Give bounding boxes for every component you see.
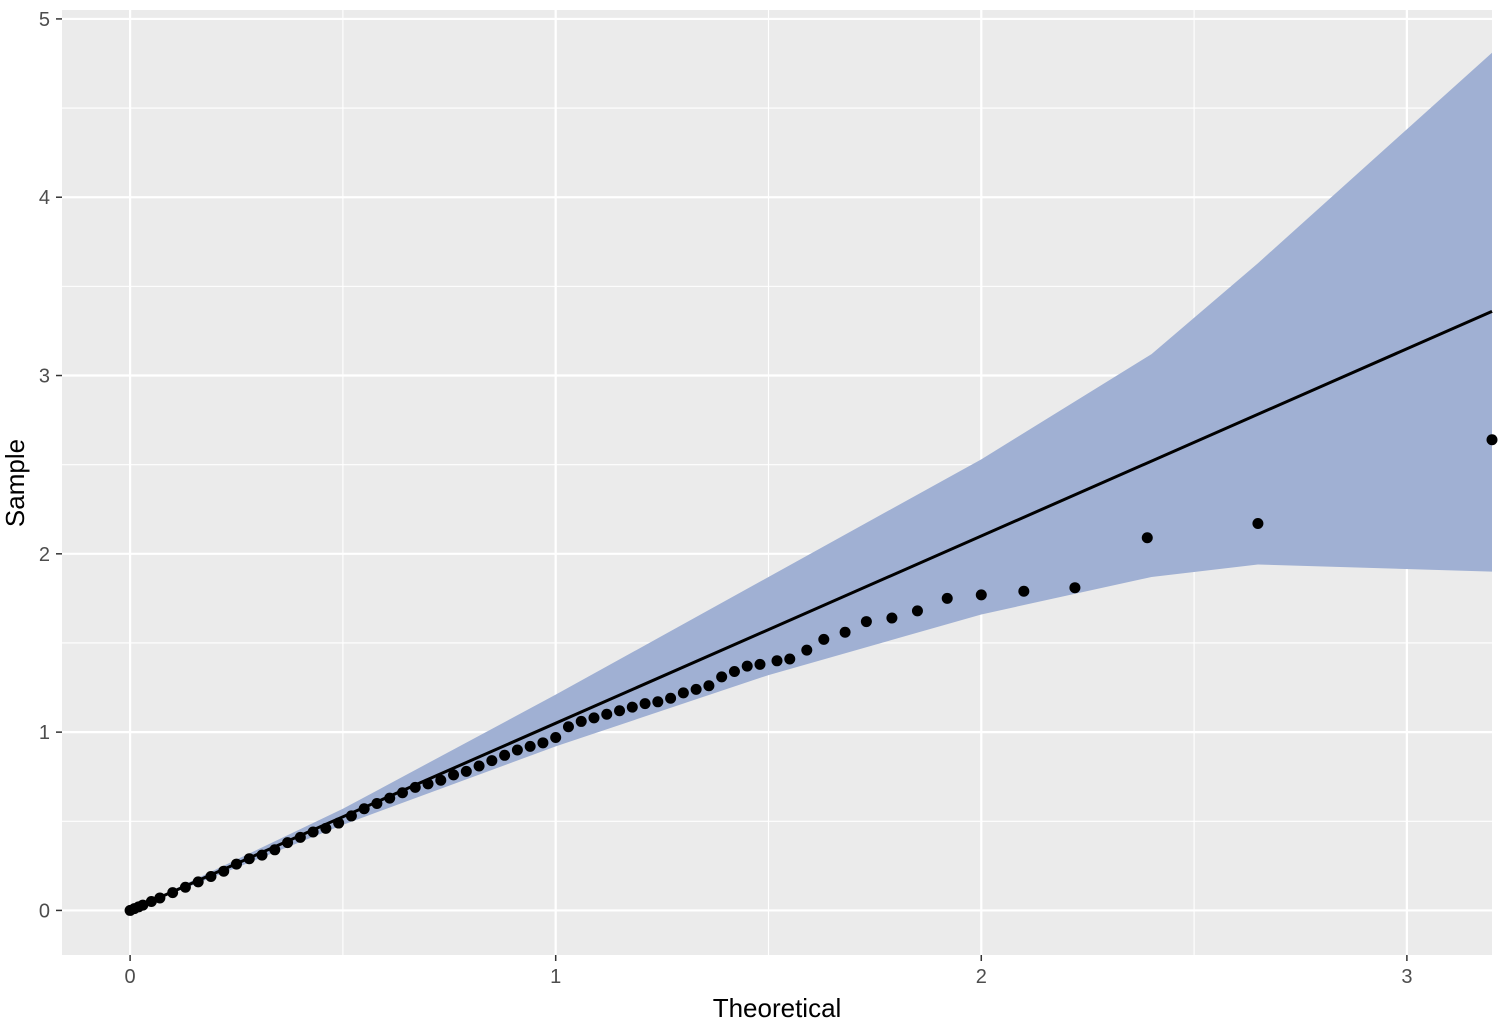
- data-point: [975, 589, 987, 601]
- data-point: [754, 658, 766, 670]
- data-point: [665, 692, 677, 704]
- x-tick-label: 3: [1401, 966, 1412, 988]
- data-point: [941, 592, 953, 604]
- data-point: [145, 896, 157, 908]
- data-point: [652, 696, 664, 708]
- data-point: [473, 760, 485, 772]
- y-tick-label: 3: [39, 366, 50, 388]
- data-point: [384, 792, 396, 804]
- data-point: [1486, 434, 1498, 446]
- data-point: [639, 698, 651, 710]
- data-point: [282, 837, 294, 849]
- data-point: [230, 858, 242, 870]
- data-point: [320, 822, 332, 834]
- data-point: [801, 644, 813, 656]
- data-point: [1018, 585, 1030, 597]
- y-axis-title: Sample: [0, 439, 30, 527]
- data-point: [614, 705, 626, 717]
- data-point: [486, 755, 498, 767]
- data-point: [218, 865, 230, 877]
- data-point: [703, 680, 715, 692]
- data-point: [911, 605, 923, 617]
- data-point: [345, 810, 357, 822]
- data-point: [886, 612, 898, 624]
- data-point: [524, 740, 536, 752]
- data-point: [243, 853, 255, 865]
- data-point: [1069, 582, 1081, 594]
- data-point: [137, 899, 149, 911]
- data-point: [860, 616, 872, 628]
- y-tick-label: 2: [39, 544, 50, 566]
- data-point: [396, 787, 408, 799]
- tick-labels: 0 1 2 3 0 1 2 3 4 5: [39, 9, 1413, 988]
- data-point: [192, 876, 204, 888]
- data-point: [294, 831, 306, 843]
- data-point: [690, 683, 702, 695]
- y-tick-label: 5: [39, 9, 50, 31]
- data-point: [771, 655, 783, 667]
- data-point: [154, 892, 166, 904]
- data-point: [839, 626, 851, 638]
- data-point: [741, 660, 753, 672]
- data-point: [167, 887, 179, 899]
- data-point: [269, 844, 281, 856]
- data-point: [537, 737, 549, 749]
- data-point: [1252, 518, 1264, 530]
- x-axis-title: Theoretical: [713, 993, 842, 1023]
- data-point: [511, 744, 523, 756]
- data-point: [422, 778, 434, 790]
- data-point: [333, 817, 345, 829]
- data-point: [179, 881, 191, 893]
- data-point: [256, 849, 268, 861]
- y-tick-label: 0: [39, 900, 50, 922]
- y-tick-label: 1: [39, 722, 50, 744]
- sample-points: [124, 434, 1498, 916]
- data-point: [588, 712, 600, 724]
- data-point: [562, 721, 574, 733]
- data-point: [818, 633, 830, 645]
- data-point: [448, 769, 460, 781]
- x-tick-label: 1: [550, 966, 561, 988]
- y-tick-label: 4: [39, 187, 50, 209]
- data-point: [677, 687, 689, 699]
- data-point: [1141, 532, 1153, 544]
- confidence-band: [130, 52, 1493, 911]
- data-point: [784, 653, 796, 665]
- data-point: [435, 774, 447, 786]
- data-point: [550, 731, 562, 743]
- data-point: [626, 701, 638, 713]
- data-point: [409, 781, 421, 793]
- data-point: [460, 765, 472, 777]
- data-point: [205, 871, 217, 883]
- data-point: [601, 708, 613, 720]
- data-point: [371, 797, 383, 809]
- data-point: [358, 803, 370, 815]
- x-tick-label: 0: [125, 966, 136, 988]
- data-point: [575, 715, 587, 727]
- reference-line: [129, 309, 1493, 912]
- x-tick-label: 2: [976, 966, 987, 988]
- data-point: [716, 671, 728, 683]
- data-point: [728, 666, 740, 677]
- data-point: [307, 826, 319, 838]
- axis-ticks: [56, 18, 1408, 961]
- data-point: [499, 749, 511, 761]
